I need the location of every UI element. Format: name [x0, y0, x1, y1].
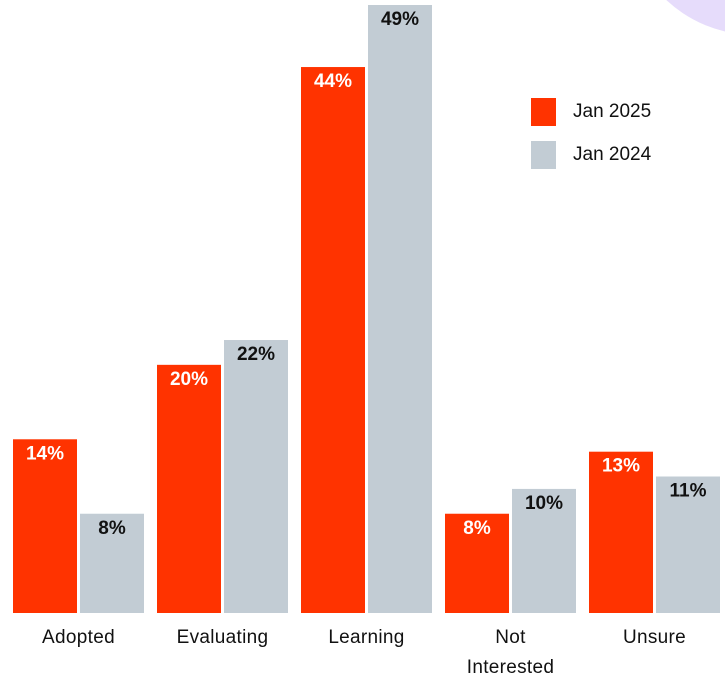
- value-label: 11%: [670, 481, 707, 502]
- bar: [445, 513, 509, 613]
- value-label: 20%: [170, 369, 208, 390]
- x-tick-label: Adopted: [42, 627, 115, 648]
- legend-label: Jan 2024: [573, 144, 652, 165]
- value-label: 8%: [98, 518, 126, 539]
- legend-swatch: [531, 98, 556, 126]
- x-tick-label: Unsure: [622, 627, 687, 648]
- value-label: 22%: [237, 344, 275, 365]
- bar: [512, 488, 576, 613]
- value-label: 14%: [26, 443, 64, 464]
- bar: [656, 476, 720, 613]
- bar: [13, 439, 77, 613]
- bar: [368, 5, 432, 613]
- legend-swatch: [531, 141, 556, 169]
- bar: [589, 451, 653, 613]
- decoration: [666, 0, 725, 32]
- bar: [301, 67, 365, 613]
- x-tick-label: Learning: [328, 627, 405, 648]
- value-label: 13%: [602, 456, 640, 477]
- value-label: 8%: [463, 518, 491, 539]
- legend-label: Jan 2025: [573, 101, 651, 122]
- bar: [224, 340, 288, 613]
- bar: [80, 513, 144, 613]
- x-tick-label: Not Interested: [466, 627, 555, 678]
- value-label: 10%: [525, 493, 563, 514]
- bar: [157, 364, 221, 613]
- x-tick-label: Evaluating: [176, 627, 269, 648]
- value-label: 49%: [381, 9, 419, 30]
- value-label: 44%: [314, 71, 352, 92]
